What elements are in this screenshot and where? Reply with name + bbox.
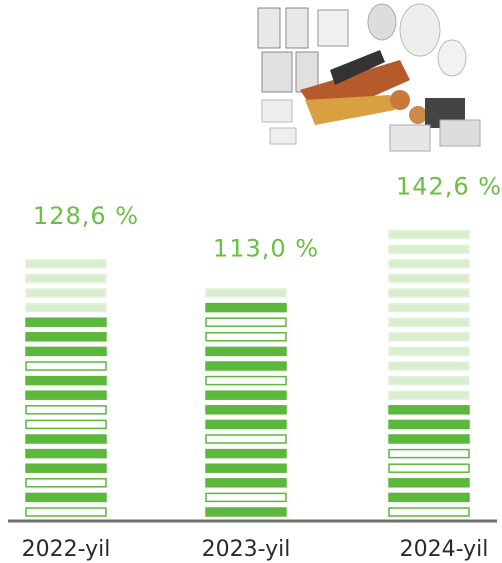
bar-stripe bbox=[206, 464, 286, 472]
bar-stripe bbox=[389, 333, 469, 341]
bar-stripe bbox=[389, 464, 469, 472]
bar-stripe bbox=[26, 304, 106, 312]
bar-stripe bbox=[26, 493, 106, 501]
value-label: 113,0 % bbox=[213, 235, 319, 263]
bar-stripe bbox=[206, 479, 286, 487]
bar bbox=[206, 289, 286, 516]
bar-stripe bbox=[389, 347, 469, 355]
bar-stripe bbox=[206, 435, 286, 443]
bar-stripe bbox=[389, 318, 469, 326]
bar-stripe bbox=[389, 231, 469, 239]
bar-stripe bbox=[26, 347, 106, 355]
bar-stripe bbox=[389, 289, 469, 297]
bar-stripe bbox=[26, 464, 106, 472]
bar-stripe bbox=[389, 377, 469, 385]
bar-stripe bbox=[389, 420, 469, 428]
bar-stripe bbox=[26, 289, 106, 297]
x-tick-label: 2024-yil bbox=[400, 537, 489, 562]
bar-stripe bbox=[26, 406, 106, 414]
x-tick-label: 2022-yil bbox=[22, 537, 111, 562]
bar-stripe bbox=[26, 333, 106, 341]
bar-stripe bbox=[389, 493, 469, 501]
bar-stripe bbox=[389, 260, 469, 268]
bar-stripe bbox=[26, 508, 106, 516]
bar-stripe bbox=[206, 391, 286, 399]
bar-stripe bbox=[206, 347, 286, 355]
bar-stripe bbox=[389, 362, 469, 370]
bar-stripe bbox=[206, 406, 286, 414]
bar-stripe bbox=[206, 377, 286, 385]
bar-stripe bbox=[389, 435, 469, 443]
bar-stripe bbox=[26, 318, 106, 326]
bar-stripe bbox=[389, 245, 469, 253]
bar-stripe bbox=[206, 304, 286, 312]
bar-stripe bbox=[26, 391, 106, 399]
bar-stripe bbox=[389, 450, 469, 458]
bar-stripe bbox=[206, 508, 286, 516]
bar-stripe bbox=[26, 362, 106, 370]
bar-stripe bbox=[389, 304, 469, 312]
bar-stripe bbox=[26, 435, 106, 443]
bar-stripe bbox=[206, 318, 286, 326]
bar-stripe bbox=[389, 406, 469, 414]
bar-stripe bbox=[206, 289, 286, 297]
bar-stripe bbox=[389, 391, 469, 399]
x-tick-label: 2023-yil bbox=[202, 537, 291, 562]
bar-stripe bbox=[389, 479, 469, 487]
bar-stripe bbox=[206, 450, 286, 458]
bar-stripe bbox=[26, 274, 106, 282]
bar-stripe bbox=[206, 333, 286, 341]
bar-stripe bbox=[389, 274, 469, 282]
bar-stripe bbox=[389, 508, 469, 516]
bar-stripe bbox=[26, 420, 106, 428]
bar-stripe bbox=[26, 479, 106, 487]
product-illustration bbox=[258, 4, 480, 151]
value-label: 142,6 % bbox=[396, 173, 502, 201]
bar-stripe bbox=[26, 450, 106, 458]
bar bbox=[389, 231, 469, 516]
bar-stripe bbox=[26, 377, 106, 385]
bar-stripe bbox=[206, 420, 286, 428]
bar-stripe bbox=[206, 493, 286, 501]
value-label: 128,6 % bbox=[33, 202, 139, 230]
bar bbox=[26, 260, 106, 516]
bar-stripe bbox=[26, 260, 106, 268]
chart: 128,6 % 2022-yil 113,0 % 2023-yil 142,6 % 202… bbox=[0, 0, 502, 563]
bar-stripe bbox=[206, 362, 286, 370]
